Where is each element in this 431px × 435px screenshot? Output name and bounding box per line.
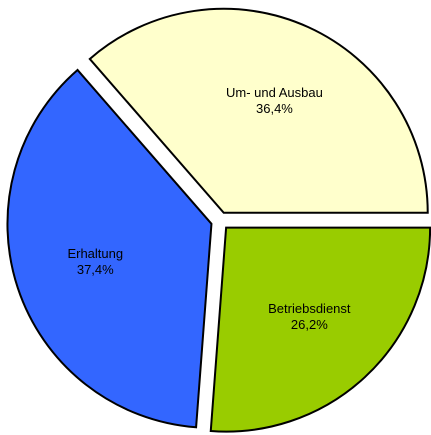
slice-value: 37,4% [77,262,114,277]
slice-value: 26,2% [291,317,328,332]
slice-label: Betriebsdienst [268,301,351,316]
slice-label: Um- und Ausbau [226,85,323,100]
pie-slice [209,226,431,433]
slice-value: 36,4% [256,101,293,116]
slice-label: Erhaltung [67,246,123,261]
pie-slice [6,68,213,429]
pie-slice [88,7,429,214]
